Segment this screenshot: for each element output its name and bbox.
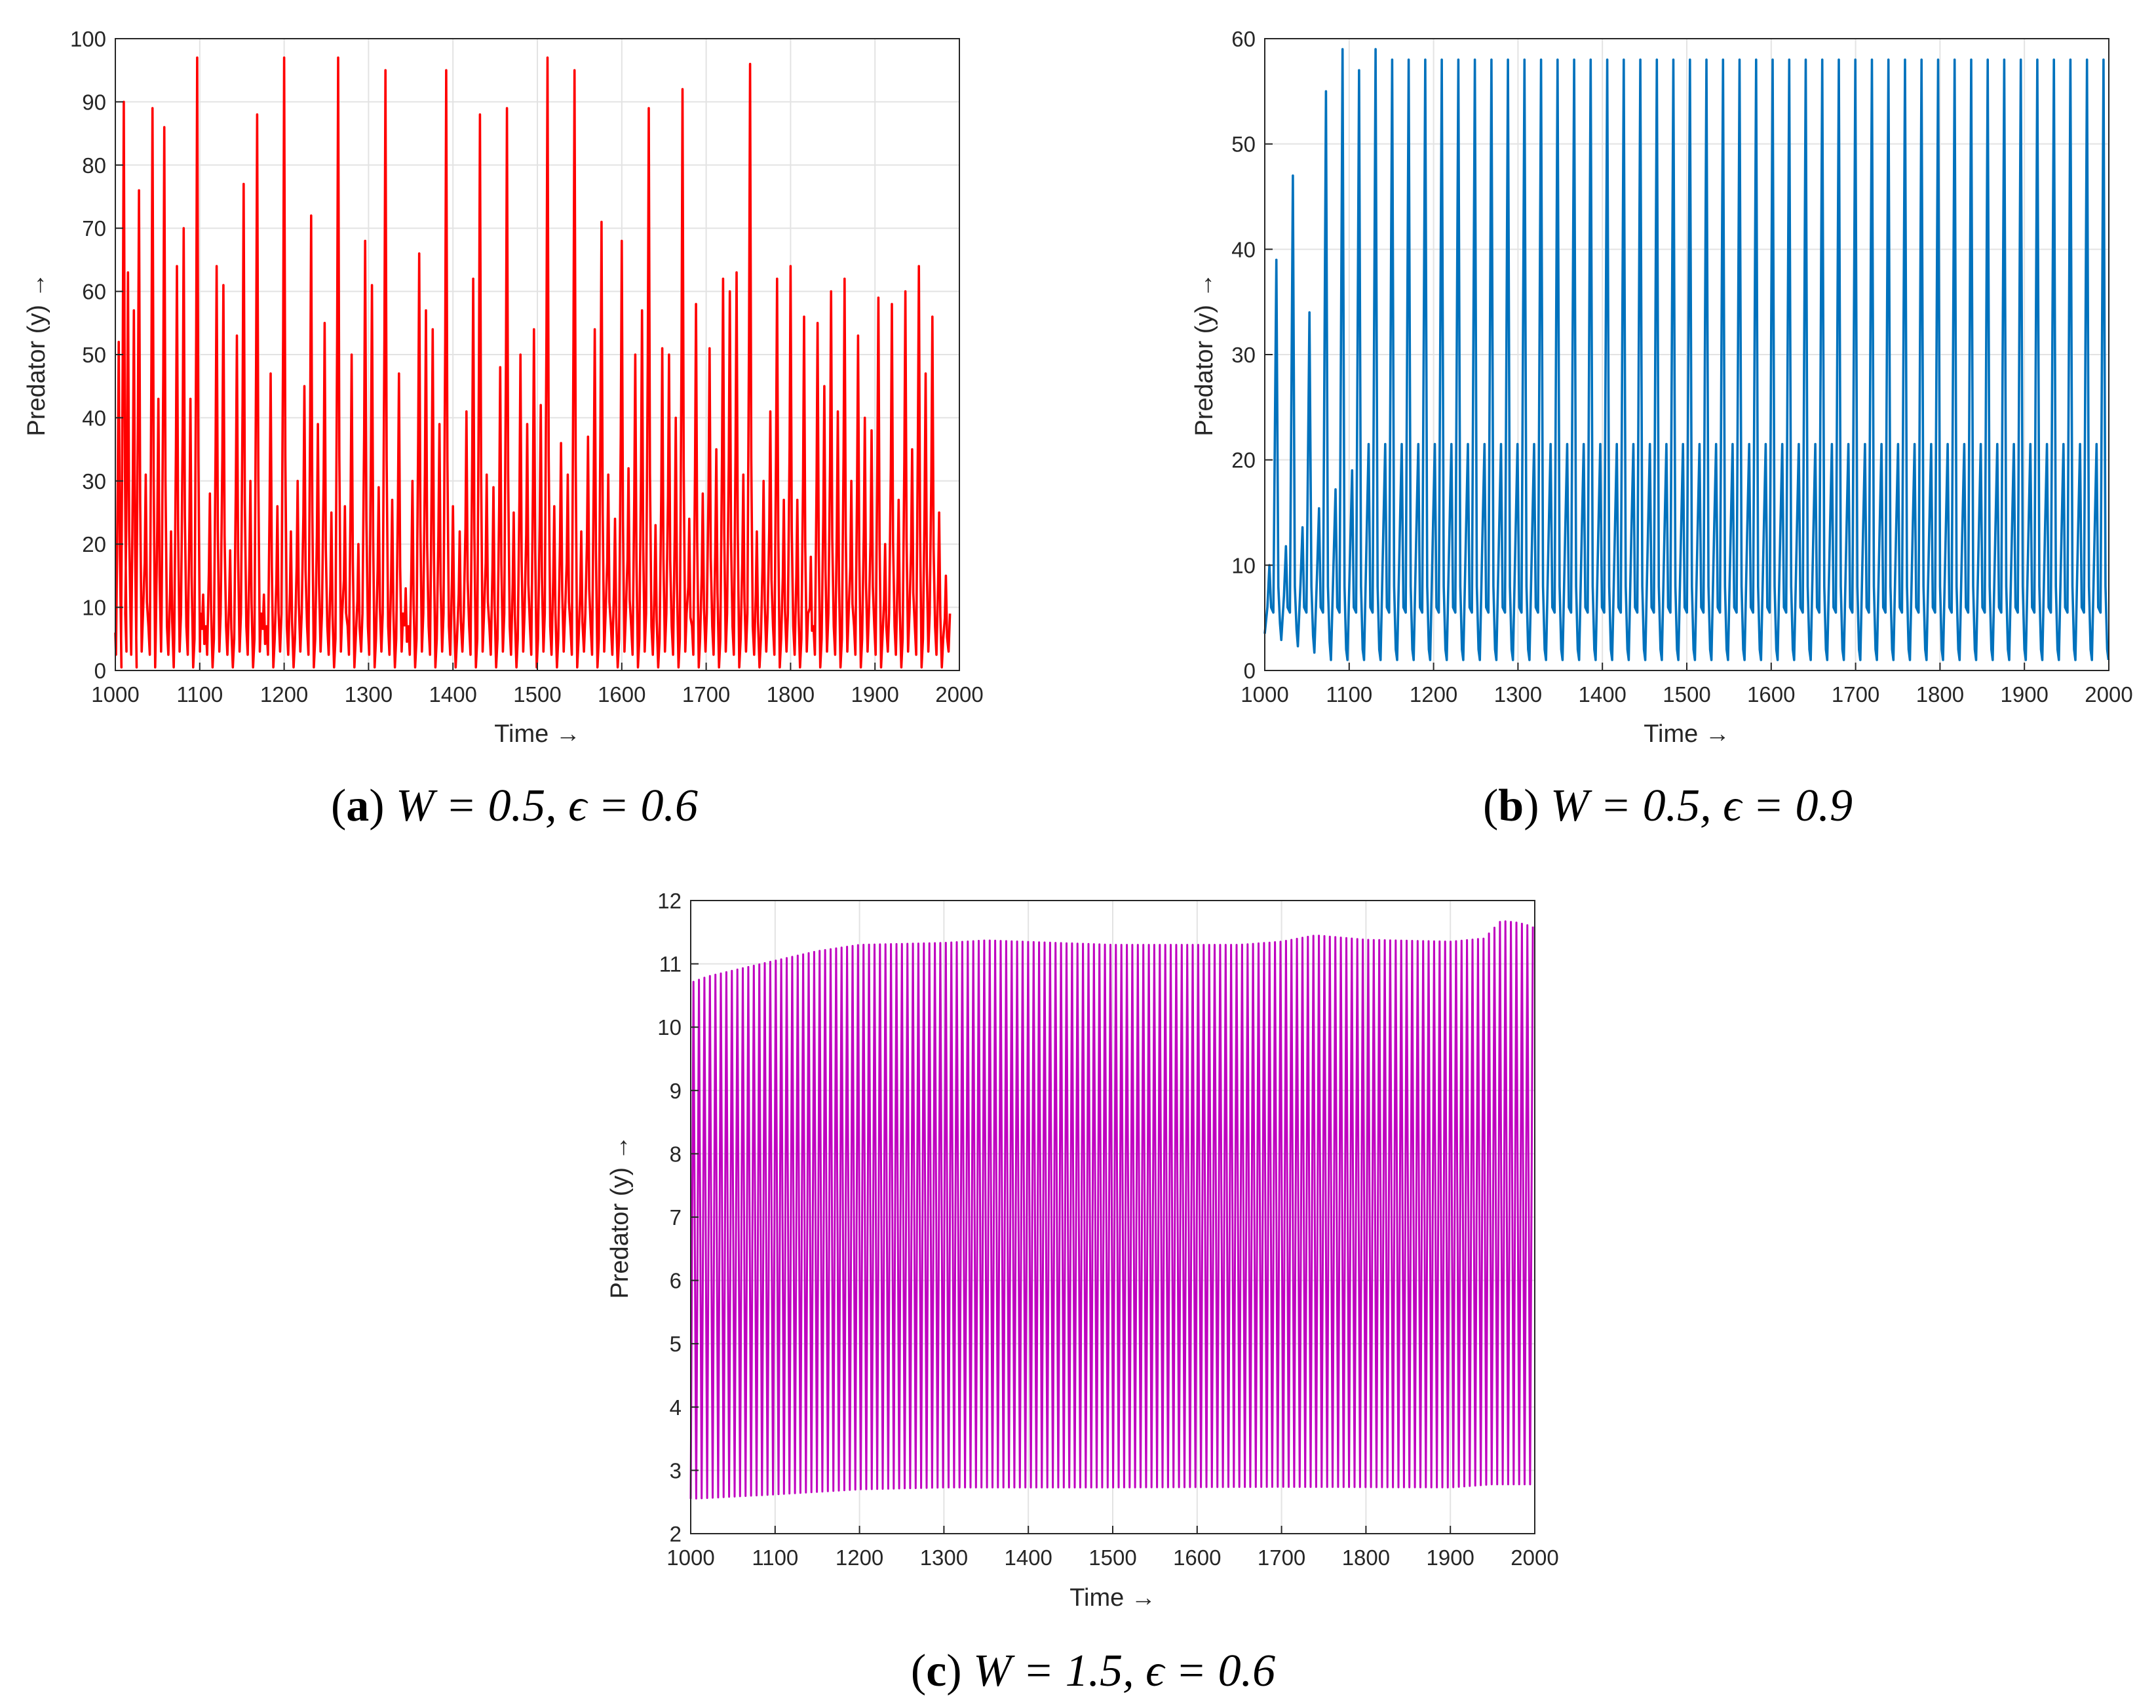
chart-a-line [114, 56, 952, 669]
chart-c-ytick-label: 5 [670, 1332, 682, 1356]
chart-a-series [114, 56, 952, 669]
chart-b-ytick-label: 40 [1231, 237, 1256, 262]
chart-b-ticks: 1000 1100 1200 1300 1400 1500 1600 1700 1800 1900… [1231, 27, 2132, 707]
chart-c-caption-letter: c [926, 1646, 946, 1696]
chart-a-ticks: 1000 1100 1200 1300 1400 1500 1600 1700 1800 1900… [70, 27, 984, 707]
chart-c-ytick-label: 7 [670, 1205, 682, 1230]
chart-b-caption-letter: b [1498, 781, 1524, 831]
chart-c-xtick-label: 1600 [1173, 1545, 1221, 1570]
chart-b-caption: (b) W = 0.5, ϵ = 0.9 [1483, 781, 1853, 831]
chart-c-xtick-label: 1400 [1004, 1545, 1052, 1570]
chart-c-xtick-label: 1500 [1088, 1545, 1136, 1570]
chart-c-ytick-label: 3 [670, 1458, 682, 1483]
chart-b-caption-params: W = 0.5, ϵ = 0.9 [1539, 781, 1853, 831]
chart-b-xlabel: Time → [1644, 720, 1730, 748]
chart-a-xtick-label: 1600 [598, 682, 645, 707]
chart-a-ytick-label: 100 [70, 27, 106, 51]
chart-a-ytick-label: 40 [82, 406, 106, 430]
chart-a-xtick-label: 1000 [91, 682, 139, 707]
chart-b-xtick-label: 1700 [1832, 682, 1879, 707]
chart-b-ytick-label: 10 [1231, 553, 1256, 577]
chart-c: 1000 1100 1200 1300 1400 1500 1600 1700 1800 1900… [606, 889, 1559, 1696]
chart-a-xtick-label: 1100 [176, 682, 223, 707]
chart-c-ytick-label: 9 [670, 1079, 682, 1103]
chart-c-xtick-label: 1700 [1258, 1545, 1305, 1570]
chart-a-caption: (a) W = 0.5, ϵ = 0.6 [331, 781, 698, 831]
chart-b-xtick-label: 2000 [2085, 682, 2132, 707]
chart-c-caption-params: W = 1.5, ϵ = 0.6 [962, 1646, 1275, 1696]
chart-b-xtick-label: 1300 [1494, 682, 1542, 707]
chart-c-ylabel: Predator (y) → [606, 1135, 634, 1298]
chart-a-xtick-label: 1900 [851, 682, 898, 707]
chart-c-xlabel: Time → [1069, 1584, 1156, 1612]
chart-b-ylabel: Predator (y) → [1191, 273, 1218, 436]
chart-c-xtick-label: 1200 [836, 1545, 883, 1570]
chart-a-xtick-label: 1700 [682, 682, 730, 707]
chart-c-ytick-label: 6 [670, 1269, 682, 1293]
chart-b-ytick-label: 0 [1244, 659, 1256, 683]
chart-b-xtick-label: 1100 [1326, 682, 1372, 707]
chart-b: 1000 1100 1200 1300 1400 1500 1600 1700 1800 1900… [1191, 27, 2133, 831]
chart-b-xtick-label: 1600 [1747, 682, 1795, 707]
chart-a-ylabel: Predator (y) → [23, 273, 50, 436]
chart-b-ytick-label: 20 [1231, 448, 1256, 473]
chart-b-xtick-label: 1200 [1410, 682, 1457, 707]
chart-a-xtick-label: 1200 [260, 682, 308, 707]
chart-a-xlabel: Time → [494, 720, 581, 748]
chart-c-ytick-label: 12 [657, 889, 682, 913]
chart-c-ytick-label: 10 [657, 1015, 682, 1039]
chart-a-ytick-label: 80 [82, 153, 106, 178]
chart-c-xtick-label: 2000 [1511, 1545, 1558, 1570]
chart-a-ytick-label: 70 [82, 216, 106, 241]
chart-a-xtick-label: 2000 [935, 682, 983, 707]
chart-b-line [1263, 48, 2110, 661]
chart-a-xtick-label: 1800 [767, 682, 815, 707]
chart-b-xtick-label: 1400 [1578, 682, 1626, 707]
chart-c-ytick-label: 11 [659, 952, 682, 977]
chart-a-ytick-label: 90 [82, 90, 106, 114]
chart-c-series [689, 920, 1534, 1500]
chart-a-ytick-label: 10 [82, 596, 106, 620]
chart-a-xtick-label: 1500 [513, 682, 561, 707]
chart-a-xtick-label: 1300 [345, 682, 393, 707]
chart-c-xtick-label: 1000 [666, 1545, 714, 1570]
chart-a-caption-letter: a [346, 781, 369, 831]
chart-b-ytick-label: 50 [1231, 132, 1256, 157]
chart-a-ytick-label: 20 [82, 532, 106, 556]
chart-c-ytick-label: 8 [670, 1142, 682, 1166]
chart-c-caption: (c) W = 1.5, ϵ = 0.6 [911, 1646, 1275, 1696]
chart-c-xtick-label: 1300 [920, 1545, 968, 1570]
chart-c-line [689, 920, 1534, 1500]
chart-c-xtick-label: 1900 [1426, 1545, 1474, 1570]
chart-c-ytick-label: 4 [670, 1395, 682, 1420]
chart-b-xtick-label: 1000 [1241, 682, 1288, 707]
chart-a-ytick-label: 30 [82, 469, 106, 494]
chart-a-ytick-label: 60 [82, 280, 106, 304]
chart-b-ytick-label: 60 [1231, 27, 1256, 51]
chart-b-xtick-label: 1800 [1916, 682, 1964, 707]
chart-a-caption-params: W = 0.5, ϵ = 0.6 [385, 781, 698, 831]
chart-b-xtick-label: 1900 [2000, 682, 2048, 707]
chart-a: 1000 1100 1200 1300 1400 1500 1600 1700 1800 1900… [23, 27, 984, 831]
chart-b-series [1263, 48, 2110, 661]
chart-c-xtick-label: 1100 [752, 1545, 798, 1570]
chart-c-ticks: 1000 1100 1200 1300 1400 1500 1600 1700 1800 1900… [657, 889, 1558, 1570]
chart-b-ytick-label: 30 [1231, 343, 1256, 367]
chart-a-ytick-label: 0 [94, 659, 106, 683]
chart-c-xtick-label: 1800 [1342, 1545, 1390, 1570]
chart-c-ytick-label: 2 [670, 1522, 682, 1546]
chart-a-ytick-label: 50 [82, 343, 106, 367]
chart-b-xtick-label: 1500 [1663, 682, 1710, 707]
chart-a-xtick-label: 1400 [429, 682, 476, 707]
